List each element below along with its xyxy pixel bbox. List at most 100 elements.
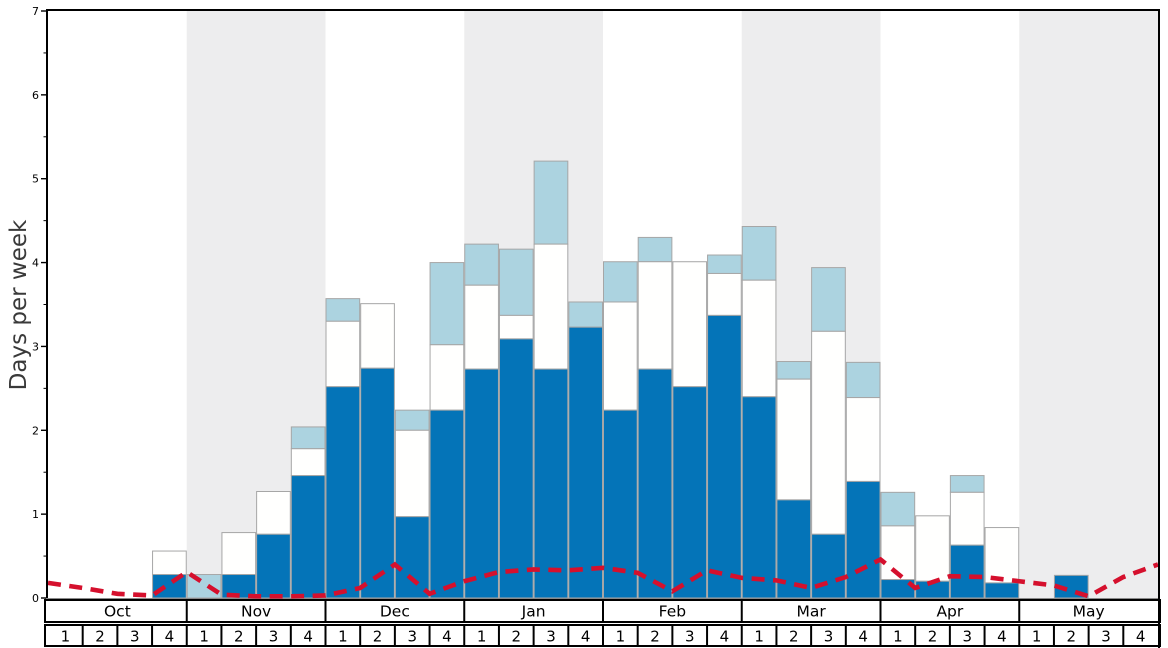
bar-segment-white bbox=[741, 279, 777, 398]
week-label-mar-4: 4 bbox=[858, 628, 868, 646]
bar-segment-dark-blue bbox=[290, 475, 326, 599]
bar-segment-white bbox=[533, 243, 569, 370]
bar-segment-light-blue bbox=[325, 298, 361, 322]
week-label-nov-2: 2 bbox=[234, 628, 244, 646]
bar-segment-dark-blue bbox=[394, 516, 430, 599]
week-label-mar-1: 1 bbox=[754, 628, 764, 646]
week-label-feb-1: 1 bbox=[616, 628, 626, 646]
week-label-dec-1: 1 bbox=[338, 628, 348, 646]
month-label-dec: Dec bbox=[380, 603, 410, 621]
bar-segment-white bbox=[290, 448, 326, 477]
y-axis-spine bbox=[46, 9, 48, 598]
week-label-mar-3: 3 bbox=[824, 628, 834, 646]
bar-segment-white bbox=[429, 344, 465, 411]
bar-segment-white bbox=[915, 515, 950, 582]
y-tick-label: 6 bbox=[32, 89, 39, 102]
plot-top-border bbox=[46, 9, 1160, 11]
bar-segment-white bbox=[256, 491, 291, 535]
plot-right-border bbox=[1158, 9, 1160, 648]
week-label-jan-4: 4 bbox=[581, 628, 591, 646]
y-tick-label: 0 bbox=[32, 592, 39, 605]
bar-segment-dark-blue bbox=[949, 544, 985, 599]
month-label-jan: Jan bbox=[521, 603, 546, 621]
bar-segment-dark-blue bbox=[637, 368, 673, 599]
month-label-apr: Apr bbox=[936, 603, 963, 621]
bar-segment-white bbox=[707, 272, 742, 316]
y-tick-label: 4 bbox=[32, 257, 39, 270]
bar-segment-light-blue bbox=[533, 160, 569, 245]
month-band-may bbox=[1019, 11, 1158, 598]
bar-segment-dark-blue bbox=[429, 409, 465, 599]
bar-segment-white bbox=[880, 525, 916, 581]
week-label-oct-3: 3 bbox=[130, 628, 140, 646]
bar-segment-light-blue bbox=[845, 361, 881, 399]
bar-segment-dark-blue bbox=[603, 409, 638, 599]
bar-segment-light-blue bbox=[464, 243, 499, 286]
bar-segment-light-blue bbox=[880, 491, 916, 527]
bar-segment-white bbox=[360, 303, 395, 369]
bar-segment-light-blue bbox=[429, 262, 465, 346]
week-label-may-3: 3 bbox=[1101, 628, 1111, 646]
week-label-nov-4: 4 bbox=[303, 628, 313, 646]
y-tick-label: 7 bbox=[32, 5, 39, 18]
week-label-feb-4: 4 bbox=[720, 628, 730, 646]
week-label-dec-4: 4 bbox=[442, 628, 452, 646]
y-tick-label: 5 bbox=[32, 173, 39, 186]
week-label-jan-3: 3 bbox=[546, 628, 556, 646]
bar-segment-dark-blue bbox=[533, 368, 569, 599]
bar-segment-dark-blue bbox=[498, 338, 534, 599]
week-label-jan-2: 2 bbox=[512, 628, 522, 646]
bar-segment-light-blue bbox=[290, 426, 326, 450]
week-label-dec-3: 3 bbox=[407, 628, 417, 646]
bar-segment-white bbox=[498, 314, 534, 340]
week-label-apr-2: 2 bbox=[928, 628, 938, 646]
bar-segment-light-blue bbox=[568, 301, 603, 328]
week-label-feb-2: 2 bbox=[650, 628, 660, 646]
week-label-apr-1: 1 bbox=[893, 628, 903, 646]
month-label-mar: Mar bbox=[797, 603, 827, 621]
bar-segment-dark-blue bbox=[845, 480, 881, 599]
bar-segment-light-blue bbox=[741, 226, 777, 281]
bar-segment-light-blue bbox=[811, 267, 846, 332]
bar-segment-light-blue bbox=[707, 254, 742, 274]
week-label-may-1: 1 bbox=[1032, 628, 1042, 646]
month-label-may: May bbox=[1073, 603, 1105, 621]
week-label-jan-1: 1 bbox=[477, 628, 487, 646]
bar-segment-light-blue bbox=[949, 475, 985, 493]
bar-segment-white bbox=[637, 261, 673, 370]
y-tick-label: 3 bbox=[32, 340, 39, 353]
week-label-nov-3: 3 bbox=[269, 628, 279, 646]
bar-segment-dark-blue bbox=[984, 582, 1020, 599]
y-tick-label: 2 bbox=[32, 424, 39, 437]
week-label-apr-3: 3 bbox=[962, 628, 972, 646]
week-label-feb-3: 3 bbox=[685, 628, 695, 646]
bar-segment-dark-blue bbox=[707, 314, 742, 599]
bar-segment-white bbox=[394, 429, 430, 518]
month-label-nov: Nov bbox=[241, 603, 271, 621]
bar-segment-dark-blue bbox=[672, 386, 708, 599]
week-label-apr-4: 4 bbox=[997, 628, 1007, 646]
bar-segment-light-blue bbox=[394, 409, 430, 431]
bar-segment-white bbox=[811, 330, 846, 535]
week-label-may-4: 4 bbox=[1136, 628, 1146, 646]
bar-segment-light-blue bbox=[498, 248, 534, 316]
bar-segment-white bbox=[672, 261, 708, 388]
red-dashed-line bbox=[47, 556, 1159, 599]
bar-segment-dark-blue bbox=[325, 386, 361, 599]
bar-segment-white bbox=[776, 378, 812, 501]
bar-segment-white bbox=[325, 320, 361, 388]
month-label-oct: Oct bbox=[104, 603, 131, 621]
bar-segment-white bbox=[984, 527, 1020, 584]
bar-segment-dark-blue bbox=[741, 396, 777, 599]
bar-segment-light-blue bbox=[776, 361, 812, 380]
bar-segment-white bbox=[603, 301, 638, 411]
bar-segment-white bbox=[221, 532, 257, 576]
y-tick-label: 1 bbox=[32, 508, 39, 521]
bar-segment-light-blue bbox=[603, 261, 638, 303]
week-label-dec-2: 2 bbox=[373, 628, 383, 646]
bar-segment-light-blue bbox=[637, 236, 673, 263]
bar-segment-white bbox=[152, 550, 187, 576]
bar-segment-dark-blue bbox=[568, 326, 603, 599]
